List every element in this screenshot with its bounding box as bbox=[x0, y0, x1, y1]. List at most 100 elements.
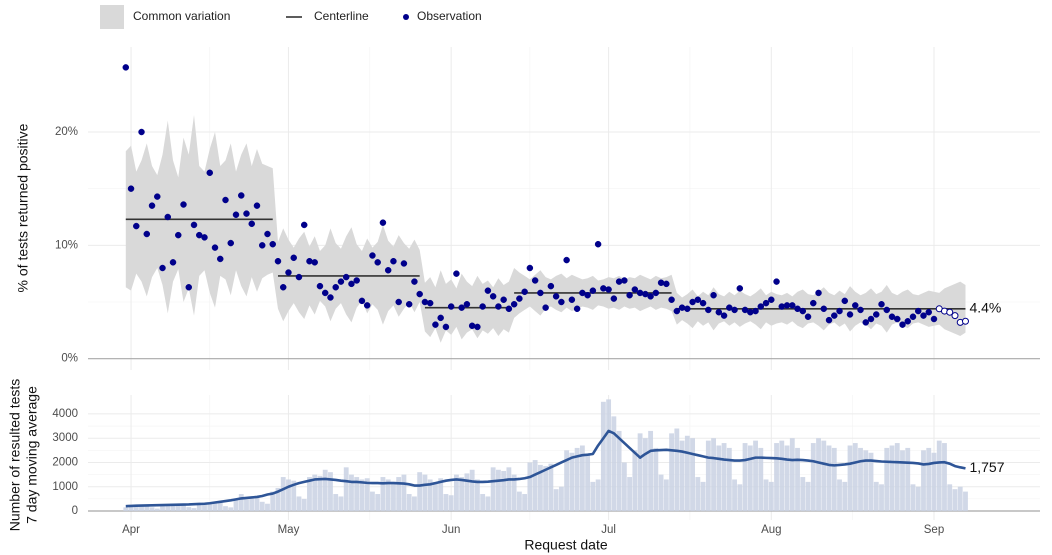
bar bbox=[915, 486, 921, 512]
observation bbox=[300, 221, 308, 229]
observation bbox=[589, 287, 597, 294]
bar bbox=[443, 494, 449, 512]
observation bbox=[537, 289, 544, 297]
bar bbox=[275, 487, 281, 512]
observation bbox=[426, 299, 434, 307]
bar bbox=[889, 445, 895, 512]
bar bbox=[317, 475, 323, 512]
observation bbox=[600, 285, 607, 292]
bar bbox=[611, 416, 617, 512]
observation bbox=[820, 305, 828, 313]
observation bbox=[290, 254, 297, 262]
observation bbox=[747, 308, 754, 316]
observation bbox=[705, 306, 712, 314]
observation bbox=[563, 256, 570, 264]
observation bbox=[253, 202, 261, 209]
observation bbox=[159, 264, 166, 272]
observation bbox=[878, 301, 885, 308]
legend-swatch bbox=[100, 5, 124, 29]
bar bbox=[963, 491, 968, 512]
observation bbox=[248, 220, 255, 228]
bar bbox=[816, 438, 821, 512]
bar bbox=[606, 399, 612, 512]
observation bbox=[222, 196, 229, 204]
y-tick-label: 4000 bbox=[52, 408, 78, 420]
observation bbox=[930, 315, 938, 323]
observation bbox=[432, 321, 439, 328]
observation bbox=[306, 257, 313, 265]
observation bbox=[500, 296, 507, 303]
observation bbox=[894, 315, 901, 323]
bar bbox=[359, 479, 365, 512]
bar bbox=[490, 467, 496, 512]
observation bbox=[584, 291, 591, 299]
y-tick-label: 0% bbox=[61, 353, 78, 365]
observation bbox=[143, 230, 151, 238]
observation bbox=[626, 291, 633, 299]
y-tick-label: 10% bbox=[55, 239, 78, 251]
bar bbox=[784, 445, 790, 512]
bar bbox=[842, 481, 848, 512]
observation bbox=[190, 221, 198, 229]
observation bbox=[227, 239, 234, 247]
x-tick-label: Aug bbox=[761, 524, 781, 536]
observation bbox=[652, 289, 660, 297]
bar bbox=[249, 497, 255, 512]
bar bbox=[516, 491, 522, 512]
bar bbox=[459, 477, 465, 512]
observation bbox=[862, 319, 870, 326]
observation bbox=[316, 282, 324, 290]
bar bbox=[448, 495, 454, 512]
observation bbox=[673, 307, 681, 315]
bar bbox=[884, 447, 890, 512]
legend-label: Centerline bbox=[314, 9, 369, 23]
bar bbox=[286, 479, 291, 512]
bar bbox=[537, 464, 543, 512]
observation bbox=[484, 287, 492, 294]
observation bbox=[217, 255, 224, 263]
observation bbox=[678, 304, 686, 311]
bar bbox=[181, 505, 186, 512]
observation bbox=[332, 284, 339, 291]
bar bbox=[349, 474, 354, 512]
observation bbox=[883, 306, 891, 314]
legend-swatch bbox=[403, 14, 409, 20]
bar bbox=[653, 447, 659, 512]
observation bbox=[232, 211, 240, 218]
observation bbox=[684, 305, 691, 313]
observation bbox=[138, 128, 145, 136]
observation bbox=[169, 259, 177, 266]
observation bbox=[369, 252, 376, 259]
observation bbox=[342, 273, 350, 281]
observation bbox=[311, 259, 318, 266]
observation bbox=[547, 282, 555, 290]
bar bbox=[427, 479, 433, 512]
bar bbox=[322, 469, 328, 512]
bar bbox=[768, 481, 774, 512]
bar bbox=[732, 479, 737, 512]
bar bbox=[758, 447, 764, 512]
observation bbox=[295, 273, 303, 281]
x-tick-label: Jul bbox=[601, 524, 616, 536]
observation bbox=[175, 231, 182, 239]
bar bbox=[160, 504, 165, 512]
observation bbox=[568, 296, 576, 303]
observation bbox=[127, 185, 135, 192]
bar bbox=[259, 501, 265, 512]
observation bbox=[552, 293, 560, 300]
bar bbox=[621, 462, 627, 512]
bar bbox=[401, 474, 407, 512]
observation bbox=[778, 303, 786, 310]
observation bbox=[914, 307, 922, 315]
bar bbox=[380, 477, 386, 512]
bar bbox=[847, 445, 853, 512]
observation bbox=[804, 313, 812, 320]
bar bbox=[375, 494, 381, 512]
observation bbox=[899, 321, 906, 328]
y-tick-label: 2000 bbox=[52, 457, 78, 469]
observation bbox=[573, 305, 581, 313]
bar bbox=[858, 447, 863, 512]
observation bbox=[946, 308, 954, 316]
bar bbox=[343, 467, 349, 512]
bar bbox=[637, 433, 643, 512]
